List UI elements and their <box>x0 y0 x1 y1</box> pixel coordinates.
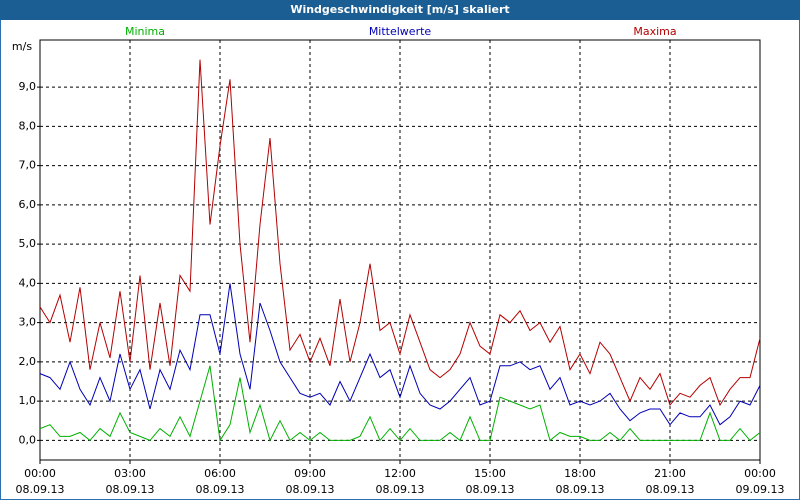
x-tick-date: 08.09.13 <box>196 483 245 496</box>
series-line <box>39 283 761 426</box>
x-tick-label: 18:00 <box>564 467 596 480</box>
x-tick-label: 00:00 <box>744 467 776 480</box>
legend-entry: Mittelwerte <box>369 25 432 38</box>
x-tick-date: 08.09.13 <box>466 483 515 496</box>
x-tick-date: 09.09.13 <box>736 483 785 496</box>
x-tick-date: 08.09.13 <box>556 483 605 496</box>
x-tick-date: 08.09.13 <box>106 483 155 496</box>
y-tick-label: 3,0 <box>19 316 37 329</box>
x-tick-label: 12:00 <box>384 467 416 480</box>
y-tick-label: 2,0 <box>19 355 37 368</box>
x-tick-label: 15:00 <box>474 467 506 480</box>
x-tick-label: 03:00 <box>114 467 146 480</box>
y-tick-label: 8,0 <box>19 119 37 132</box>
y-tick-label: 9,0 <box>19 80 37 93</box>
x-tick-date: 08.09.13 <box>376 483 425 496</box>
chart-title: Windgeschwindigkeit [m/s] skaliert <box>290 3 509 16</box>
x-tick-label: 09:00 <box>294 467 326 480</box>
legend-entry: Minima <box>125 25 165 38</box>
x-tick-date: 08.09.13 <box>16 483 65 496</box>
y-tick-label: 4,0 <box>19 276 37 289</box>
x-tick-label: 00:00 <box>24 467 56 480</box>
y-tick-label: 0,0 <box>19 433 37 446</box>
y-axis-label: m/s <box>12 40 32 53</box>
y-tick-label: 1,0 <box>19 394 37 407</box>
x-tick-date: 08.09.13 <box>646 483 695 496</box>
y-tick-label: 6,0 <box>19 198 37 211</box>
series-line <box>39 365 761 442</box>
title-bar <box>0 0 800 20</box>
y-tick-label: 7,0 <box>19 159 37 172</box>
x-tick-label: 06:00 <box>204 467 236 480</box>
legend-entry: Maxima <box>633 25 676 38</box>
x-tick-date: 08.09.13 <box>286 483 335 496</box>
x-tick-label: 21:00 <box>654 467 686 480</box>
series-line <box>39 59 761 407</box>
y-tick-label: 5,0 <box>19 237 37 250</box>
